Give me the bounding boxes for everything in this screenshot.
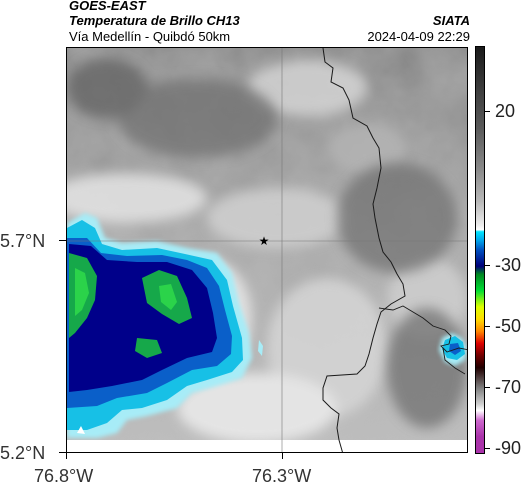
satellite-title: GOES-EAST <box>69 0 146 13</box>
no-data-band <box>67 440 467 452</box>
tick-mark <box>59 240 66 241</box>
map-graphic: ★ <box>67 48 467 452</box>
river-line-2 <box>442 347 466 375</box>
lon-tick-label: 76.8°W <box>34 466 94 486</box>
agency-label: SIATA <box>432 13 470 28</box>
colorbar-label: -30 <box>495 255 522 275</box>
tick-mark <box>66 453 67 459</box>
tick-mark <box>485 387 490 388</box>
colorbar <box>475 46 485 454</box>
tick-mark <box>485 448 490 449</box>
lat-tick-label: 5.7°N <box>0 231 46 251</box>
colorbar-label: -50 <box>495 316 522 336</box>
colorbar-label: -90 <box>495 438 522 458</box>
tick-mark <box>485 326 490 327</box>
colorbar-label: 20 <box>495 101 516 121</box>
tick-mark <box>59 452 66 453</box>
convective-cell-west <box>67 213 252 438</box>
convective-cell-east <box>258 333 467 366</box>
tick-mark <box>485 111 490 112</box>
tick-mark <box>485 265 490 266</box>
lon-tick-label: 76.3°W <box>252 466 312 486</box>
department-border <box>322 48 406 452</box>
tick-mark <box>282 453 283 459</box>
river-line <box>378 305 467 353</box>
star-icon[interactable]: ★ <box>259 234 270 248</box>
dark-cloud-areas <box>67 58 467 428</box>
colorbar-label: -70 <box>495 377 522 397</box>
lat-tick-label: 5.2°N <box>0 443 46 463</box>
datetime-label: 2024-04-09 22:29 <box>367 29 470 44</box>
satellite-map[interactable]: ★ <box>66 47 468 453</box>
region-subtitle: Vía Medellín - Quibdó 50km <box>69 29 231 44</box>
product-title: Temperatura de Brillo CH13 <box>69 13 240 28</box>
